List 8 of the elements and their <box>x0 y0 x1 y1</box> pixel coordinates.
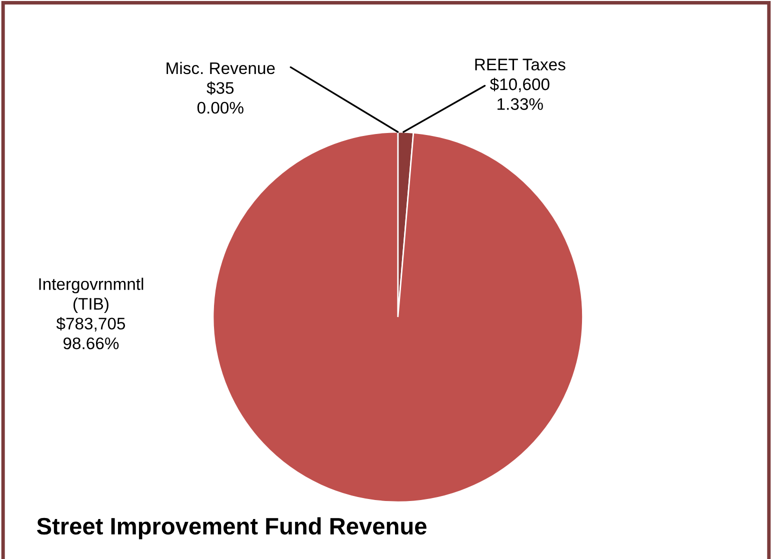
slice-label: REET Taxes <box>475 58 566 70</box>
text: Street Improvement Fund Revenue <box>36 517 426 540</box>
data-label: $10,600 1.33% <box>490 78 550 110</box>
data-label: $783,705 98.66% <box>56 317 126 350</box>
pie-slice <box>212 131 584 503</box>
slice-label: Misc. Revenue <box>166 62 275 74</box>
slice-label: Intergovrnmntl (TIB) <box>39 278 144 314</box>
data-label: $35 0.00% <box>197 81 244 114</box>
